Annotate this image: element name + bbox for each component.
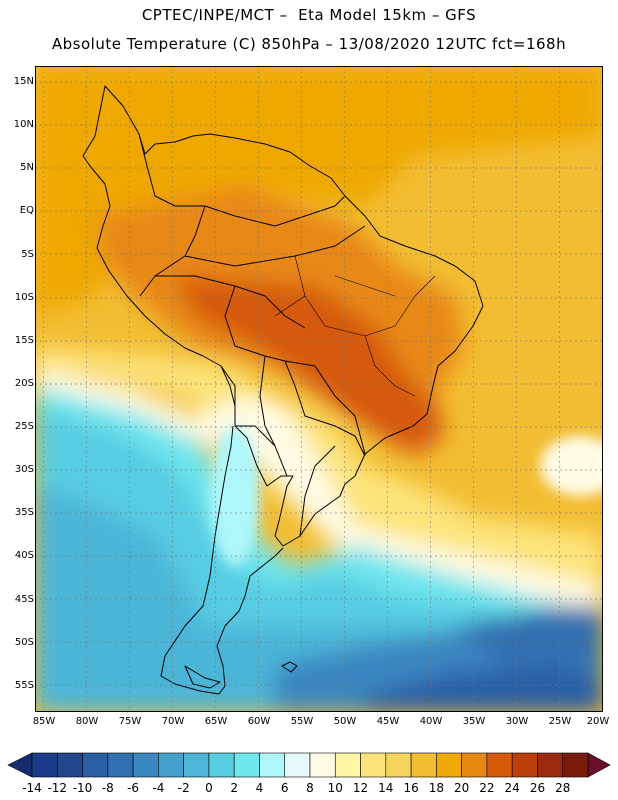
lon-label: 20W (586, 716, 610, 727)
colorbar-cell (259, 752, 286, 778)
lat-label: 20S (14, 378, 34, 389)
colorbar-cell (208, 752, 235, 778)
colorbar-cell (309, 752, 336, 778)
colorbar-label: 24 (504, 781, 520, 795)
lon-label: 30W (505, 716, 529, 727)
colorbar-cell (360, 752, 387, 778)
field-south-atlantic-blue (455, 606, 603, 666)
colorbar-label: 28 (555, 781, 571, 795)
field-east-atlantic-cream (540, 436, 603, 496)
lat-label: 55S (14, 680, 34, 691)
colorbar-cell (436, 752, 462, 778)
lon-label: 75W (118, 716, 142, 727)
colorbar-label: -4 (152, 781, 165, 795)
colorbar-cell (31, 752, 58, 778)
colorbar-low-arrow (7, 752, 33, 778)
lon-label: 40W (419, 716, 443, 727)
brazil-state-borders (274, 255, 436, 397)
map-frame (35, 66, 603, 712)
lon-label: 45W (376, 716, 400, 727)
lat-label: 45S (14, 594, 34, 605)
colorbar-cell (461, 752, 488, 778)
colorbar-label: 0 (205, 781, 213, 795)
lon-label: 85W (32, 716, 56, 727)
colorbar (7, 752, 611, 778)
colorbar-cell (486, 752, 513, 778)
colorbar-label: 10 (327, 781, 343, 795)
lon-label: 80W (75, 716, 99, 727)
colorbar-label: 2 (230, 781, 238, 795)
field-cream-band (35, 366, 603, 626)
colorbar-cell (56, 752, 83, 778)
colorbar-label: 6 (280, 781, 289, 795)
lat-label: 10N (13, 119, 34, 130)
lat-label: 30S (14, 464, 34, 475)
colorbar-label: -10 (72, 781, 93, 795)
lon-label: 55W (290, 716, 314, 727)
colorbar-high-arrow (587, 752, 611, 778)
lon-label: 60W (247, 716, 271, 727)
lon-label: 70W (161, 716, 185, 727)
colorbar-cell (284, 752, 311, 778)
colorbar-label: 14 (378, 781, 394, 795)
lat-label: 5N (20, 162, 34, 173)
colorbar-cell (385, 752, 412, 778)
colorbar-cell (410, 752, 437, 778)
lon-label: 50W (333, 716, 357, 727)
colorbar-label: 18 (428, 781, 444, 795)
colorbar-label: 26 (529, 781, 546, 795)
colorbar-label: -8 (101, 781, 114, 795)
colorbar-label: 12 (352, 781, 369, 795)
colorbar-label: 4 (255, 781, 264, 795)
lat-label: 40S (14, 550, 34, 561)
field-orange-north (35, 66, 603, 316)
colorbar-label: -6 (127, 781, 140, 795)
lat-label: 10S (14, 292, 34, 303)
colorbar-cell (132, 752, 159, 778)
lat-label: 15S (14, 335, 34, 346)
colorbar-label: -2 (177, 781, 190, 795)
field-se-tongue (355, 366, 445, 456)
colorbar-cell (233, 752, 260, 778)
colorbar-cell (183, 752, 210, 778)
colorbar-cell (537, 752, 564, 778)
lat-label: 35S (14, 507, 34, 518)
colorbar-label: -12 (47, 781, 68, 795)
lat-label: EQ (19, 205, 34, 216)
colorbar-label: 8 (306, 781, 314, 795)
title-line-1: CPTEC/INPE/MCT – Eta Model 15km – GFS (141, 6, 477, 24)
lon-label: 65W (204, 716, 228, 727)
colorbar-cell (158, 752, 184, 778)
colorbar-cell (334, 752, 361, 778)
colorbar-cell (511, 752, 538, 778)
lon-label: 25W (548, 716, 572, 727)
field-andes-cold (210, 426, 260, 566)
colorbar-label: -14 (22, 781, 42, 795)
temperature-map (35, 66, 603, 712)
falklands (281, 661, 298, 673)
lat-label: 15N (13, 76, 34, 87)
colorbar-cell (82, 752, 109, 778)
lat-label: 25S (14, 421, 34, 432)
south-america-coastline (82, 85, 484, 695)
field-darkest-blue (365, 666, 603, 712)
colorbar-label: 20 (453, 781, 470, 795)
lat-label: 50S (14, 637, 34, 648)
title-line-2: Absolute Temperature (C) 850hPa – 13/08/… (51, 35, 567, 53)
colorbar-label: 16 (403, 781, 419, 795)
colorbar-cell (107, 752, 134, 778)
lat-label: 5S (21, 249, 34, 260)
lon-label: 35W (462, 716, 486, 727)
colorbar-label: 22 (479, 781, 495, 795)
colorbar-cell (562, 752, 589, 778)
